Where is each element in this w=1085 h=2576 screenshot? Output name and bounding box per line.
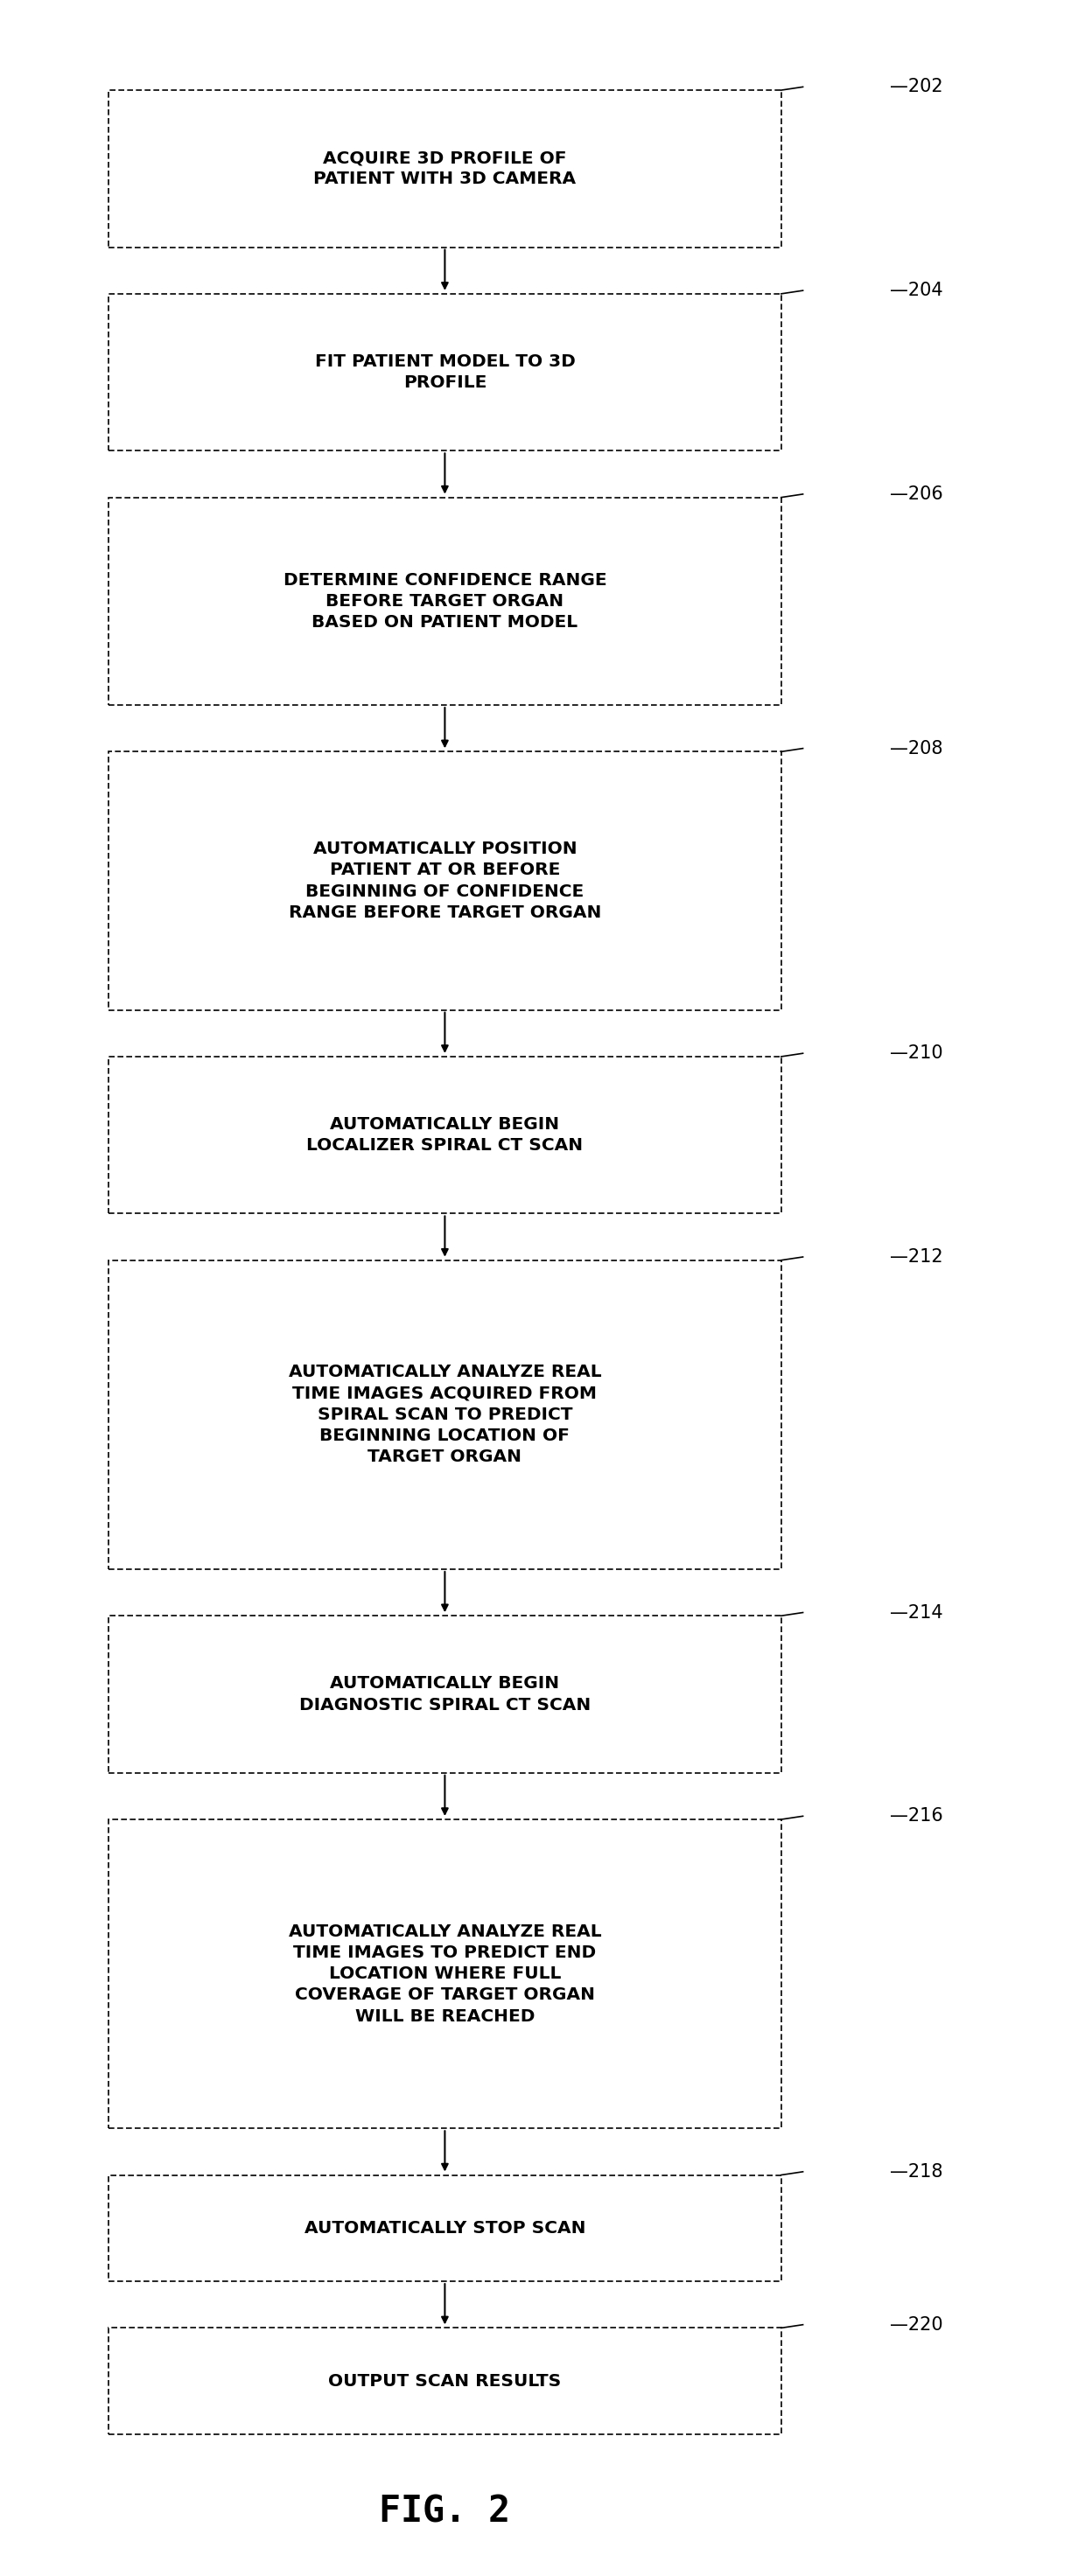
Text: FIT PATIENT MODEL TO 3D
PROFILE: FIT PATIENT MODEL TO 3D PROFILE <box>315 353 575 392</box>
Text: AUTOMATICALLY ANALYZE REAL
TIME IMAGES TO PREDICT END
LOCATION WHERE FULL
COVERA: AUTOMATICALLY ANALYZE REAL TIME IMAGES T… <box>289 1924 601 2025</box>
Bar <box>108 1056 781 1213</box>
Text: —220: —220 <box>890 2316 943 2334</box>
Text: —206: —206 <box>890 484 943 502</box>
Text: ACQUIRE 3D PROFILE OF
PATIENT WITH 3D CAMERA: ACQUIRE 3D PROFILE OF PATIENT WITH 3D CA… <box>314 149 576 188</box>
Text: AUTOMATICALLY STOP SCAN: AUTOMATICALLY STOP SCAN <box>304 2221 586 2236</box>
Text: AUTOMATICALLY BEGIN
DIAGNOSTIC SPIRAL CT SCAN: AUTOMATICALLY BEGIN DIAGNOSTIC SPIRAL CT… <box>299 1674 590 1713</box>
Bar <box>108 1819 781 2128</box>
Bar <box>108 752 781 1010</box>
Text: OUTPUT SCAN RESULTS: OUTPUT SCAN RESULTS <box>329 2372 561 2391</box>
Text: —202: —202 <box>890 77 943 95</box>
Bar <box>108 1615 781 1772</box>
Text: DETERMINE CONFIDENCE RANGE
BEFORE TARGET ORGAN
BASED ON PATIENT MODEL: DETERMINE CONFIDENCE RANGE BEFORE TARGET… <box>283 572 607 631</box>
Text: —218: —218 <box>890 2164 943 2179</box>
Text: AUTOMATICALLY ANALYZE REAL
TIME IMAGES ACQUIRED FROM
SPIRAL SCAN TO PREDICT
BEGI: AUTOMATICALLY ANALYZE REAL TIME IMAGES A… <box>289 1363 601 1466</box>
Bar <box>108 90 781 247</box>
Text: FIG. 2: FIG. 2 <box>380 2494 510 2530</box>
Text: —212: —212 <box>890 1249 943 1265</box>
Text: —210: —210 <box>890 1046 943 1061</box>
Text: AUTOMATICALLY POSITION
PATIENT AT OR BEFORE
BEGINNING OF CONFIDENCE
RANGE BEFORE: AUTOMATICALLY POSITION PATIENT AT OR BEF… <box>289 840 601 922</box>
Text: —216: —216 <box>890 1808 943 1824</box>
Bar <box>108 294 781 451</box>
Text: —208: —208 <box>890 739 943 757</box>
Text: —214: —214 <box>890 1605 943 1620</box>
Bar <box>108 2329 781 2434</box>
Text: AUTOMATICALLY BEGIN
LOCALIZER SPIRAL CT SCAN: AUTOMATICALLY BEGIN LOCALIZER SPIRAL CT … <box>307 1115 583 1154</box>
Bar <box>108 2174 781 2282</box>
Bar <box>108 1260 781 1569</box>
Bar <box>108 497 781 706</box>
Text: —204: —204 <box>890 281 943 299</box>
